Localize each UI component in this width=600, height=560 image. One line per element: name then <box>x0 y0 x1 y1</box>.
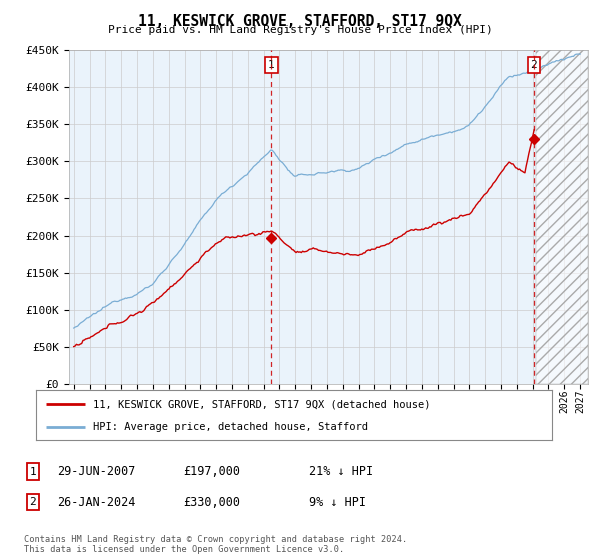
Text: £197,000: £197,000 <box>183 465 240 478</box>
Text: 2: 2 <box>29 497 37 507</box>
Text: Price paid vs. HM Land Registry's House Price Index (HPI): Price paid vs. HM Land Registry's House … <box>107 25 493 35</box>
Text: 11, KESWICK GROVE, STAFFORD, ST17 9QX (detached house): 11, KESWICK GROVE, STAFFORD, ST17 9QX (d… <box>93 399 430 409</box>
Text: 2: 2 <box>530 60 537 70</box>
Text: 9% ↓ HPI: 9% ↓ HPI <box>309 496 366 509</box>
Text: 29-JUN-2007: 29-JUN-2007 <box>57 465 136 478</box>
Text: £330,000: £330,000 <box>183 496 240 509</box>
Text: 21% ↓ HPI: 21% ↓ HPI <box>309 465 373 478</box>
Text: 1: 1 <box>29 466 37 477</box>
Text: Contains HM Land Registry data © Crown copyright and database right 2024.
This d: Contains HM Land Registry data © Crown c… <box>24 535 407 554</box>
Text: 1: 1 <box>268 60 275 70</box>
Text: HPI: Average price, detached house, Stafford: HPI: Average price, detached house, Staf… <box>93 422 368 432</box>
Text: 11, KESWICK GROVE, STAFFORD, ST17 9QX: 11, KESWICK GROVE, STAFFORD, ST17 9QX <box>138 14 462 29</box>
Text: 26-JAN-2024: 26-JAN-2024 <box>57 496 136 509</box>
